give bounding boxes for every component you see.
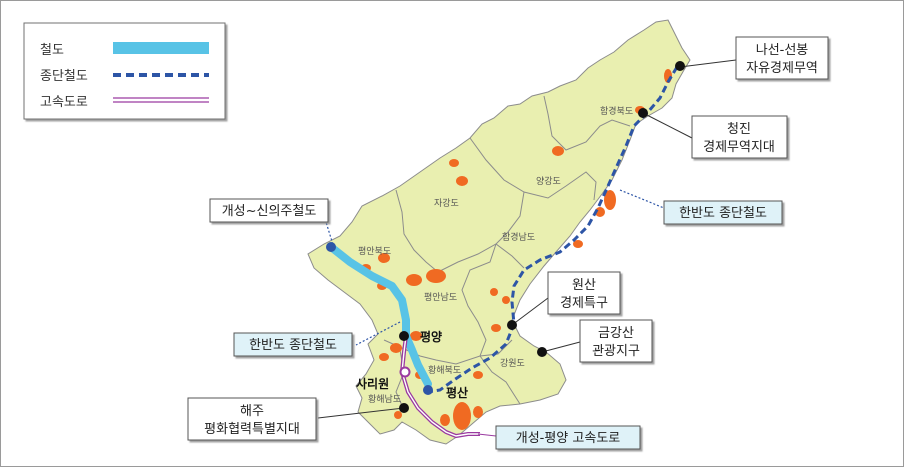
trunk-railway-line: [427, 66, 679, 394]
callout-trunk-east-text: 한반도 종단철도: [679, 206, 767, 221]
city-label-pyongyang: 평양: [420, 329, 442, 344]
highway-leader: [477, 433, 497, 437]
callout-haeju-line1: 해주: [240, 404, 264, 419]
province-hwanghae-north: 황해북도: [428, 365, 461, 376]
rail-icon: [113, 42, 209, 54]
province-jagang: 자강도: [434, 198, 459, 209]
callout-chongjin: 청진 경제무역지대: [691, 115, 788, 159]
callout-wonsan-line2: 경제특구: [560, 296, 608, 311]
province-hwanghae-south: 황해남도: [368, 394, 401, 405]
province-hamgyeong-north: 함경북도: [600, 105, 633, 117]
callout-haeju-line2: 평화협력특별지대: [204, 422, 300, 437]
callout-rason-line2: 자유경제무역: [746, 61, 818, 76]
callout-rason: 나선-선봉 자유경제무역: [735, 36, 829, 80]
callout-expressway: 개성-평양 고속도로: [495, 425, 641, 450]
callout-gaeseong-sinuiju-text: 개성~신의주철도: [222, 204, 317, 219]
legend: 철도 종단철도 고속도로: [23, 22, 226, 120]
legend-label-rail: 철도: [40, 43, 64, 58]
city-label-pyeongsan: 평산: [446, 385, 468, 400]
callout-geumgangsan: 금강산 관광지구: [579, 319, 653, 363]
province-pyeongan-north: 평안북도: [358, 246, 391, 257]
province-pyeongan-south: 평안남도: [424, 292, 457, 303]
city-label-sariwon: 사리원: [356, 376, 389, 391]
callout-trunk-east: 한반도 종단철도: [663, 200, 783, 225]
callout-chongjin-line2: 경제무역지대: [703, 140, 775, 155]
callout-geumgangsan-line2: 관광지구: [592, 344, 640, 359]
legend-label-highway: 고속도로: [40, 95, 88, 110]
callout-geumgangsan-line1: 금강산: [598, 326, 634, 341]
callout-haeju: 해주 평화협력특별지대: [187, 397, 317, 441]
callout-expressway-text: 개성-평양 고속도로: [516, 431, 621, 446]
province-yanggang: 양강도: [536, 176, 561, 187]
callout-trunk-west-text: 한반도 종단철도: [249, 338, 337, 353]
callout-chongjin-line1: 청진: [727, 122, 751, 137]
urban-areas: [361, 69, 672, 430]
callout-trunk-west: 한반도 종단철도: [233, 332, 353, 357]
city-markers: [326, 61, 685, 413]
callout-rason-line1: 나선-선봉: [756, 43, 809, 58]
callout-wonsan: 원산 경제특구: [547, 271, 621, 315]
gaeseong-sinuiju-rail-line: [327, 243, 432, 388]
callout-gaeseong-sinuiju: 개성~신의주철도: [209, 198, 329, 223]
province-hamgyeong-south: 함경남도: [502, 231, 535, 243]
province-gangwon: 강원도: [500, 358, 525, 369]
legend-label-trunk: 종단철도: [40, 69, 88, 84]
callout-leaders: [317, 59, 737, 419]
callout-wonsan-line1: 원산: [572, 278, 596, 293]
